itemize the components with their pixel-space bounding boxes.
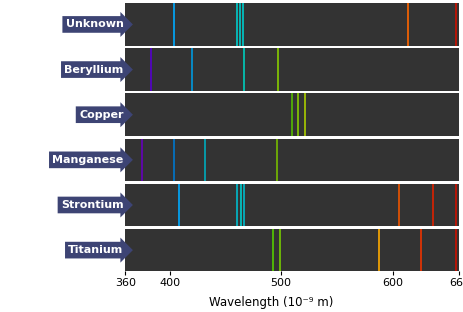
Text: Wavelength (10⁻⁹ m): Wavelength (10⁻⁹ m) — [209, 296, 333, 309]
Text: Titanium: Titanium — [68, 245, 123, 255]
Text: Unknown: Unknown — [66, 19, 123, 29]
Text: Manganese: Manganese — [52, 155, 123, 165]
Text: Copper: Copper — [79, 110, 123, 120]
Text: Strontium: Strontium — [61, 200, 123, 210]
Text: Beryllium: Beryllium — [64, 65, 123, 75]
